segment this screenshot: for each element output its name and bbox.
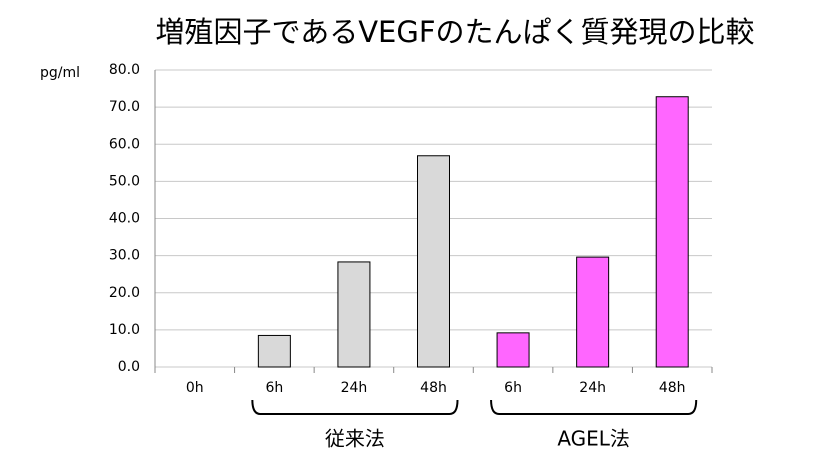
y-axis-unit: pg/ml [40, 65, 80, 81]
y-tick-label: 10.0 [109, 322, 140, 338]
x-tick-label: 6h [504, 380, 522, 396]
y-tick-label: 0.0 [118, 359, 140, 375]
y-tick-label: 30.0 [109, 248, 140, 264]
y-tick-label: 60.0 [109, 136, 140, 152]
bar [257, 334, 291, 368]
y-tick-label: 70.0 [109, 99, 140, 115]
y-tick-label: 80.0 [109, 62, 140, 78]
x-tick-label: 24h [341, 380, 368, 396]
bar [417, 155, 450, 368]
y-tick-label: 50.0 [109, 173, 140, 189]
x-tick-label: 0h [186, 380, 204, 396]
y-tick-label: 20.0 [109, 285, 140, 301]
group-bracket [490, 399, 698, 415]
bar [655, 96, 689, 368]
x-tick-label: 24h [579, 380, 606, 396]
group-label: AGEL法 [557, 427, 630, 451]
x-tick-label: 48h [659, 380, 686, 396]
x-tick-label: 6h [265, 380, 283, 396]
bar [337, 261, 371, 368]
x-tick-label: 48h [420, 380, 447, 396]
bar [496, 332, 530, 368]
group-bracket [251, 399, 459, 415]
bar [576, 256, 610, 368]
y-tick-label: 40.0 [109, 211, 140, 227]
chart-title: 増殖因子であるVEGFのたんぱく質発現の比較 [155, 15, 754, 49]
group-label: 従来法 [325, 427, 385, 451]
